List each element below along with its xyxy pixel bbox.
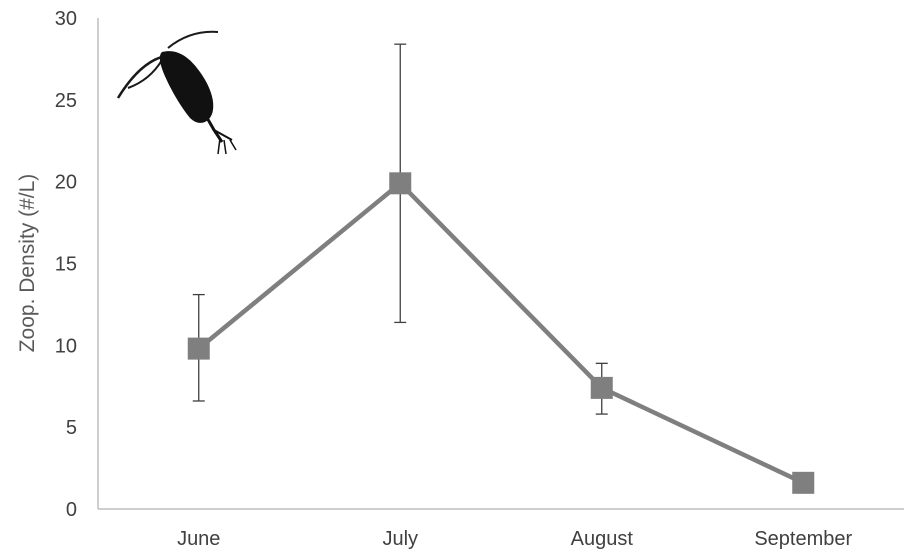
x-tick-label: July — [382, 528, 418, 550]
data-point-marker — [389, 172, 412, 195]
data-point-marker — [187, 337, 210, 360]
y-tick-label: 10 — [55, 335, 77, 357]
x-tick-label: September — [754, 528, 852, 550]
y-tick-label: 15 — [55, 254, 77, 276]
series-line — [197, 181, 805, 485]
y-tick-label: 0 — [66, 499, 77, 521]
copepod-icon — [116, 30, 237, 155]
x-tick-label: August — [571, 528, 634, 550]
y-tick-label: 25 — [55, 90, 77, 112]
y-tick-label: 5 — [66, 417, 77, 439]
y-axis-title: Zoop. Density (#/L) — [16, 174, 39, 353]
data-point-marker — [792, 471, 815, 494]
data-point-marker — [590, 376, 613, 399]
y-tick-label: 30 — [55, 8, 77, 30]
y-tick-label: 20 — [55, 172, 77, 194]
x-tick-label: June — [177, 528, 220, 550]
